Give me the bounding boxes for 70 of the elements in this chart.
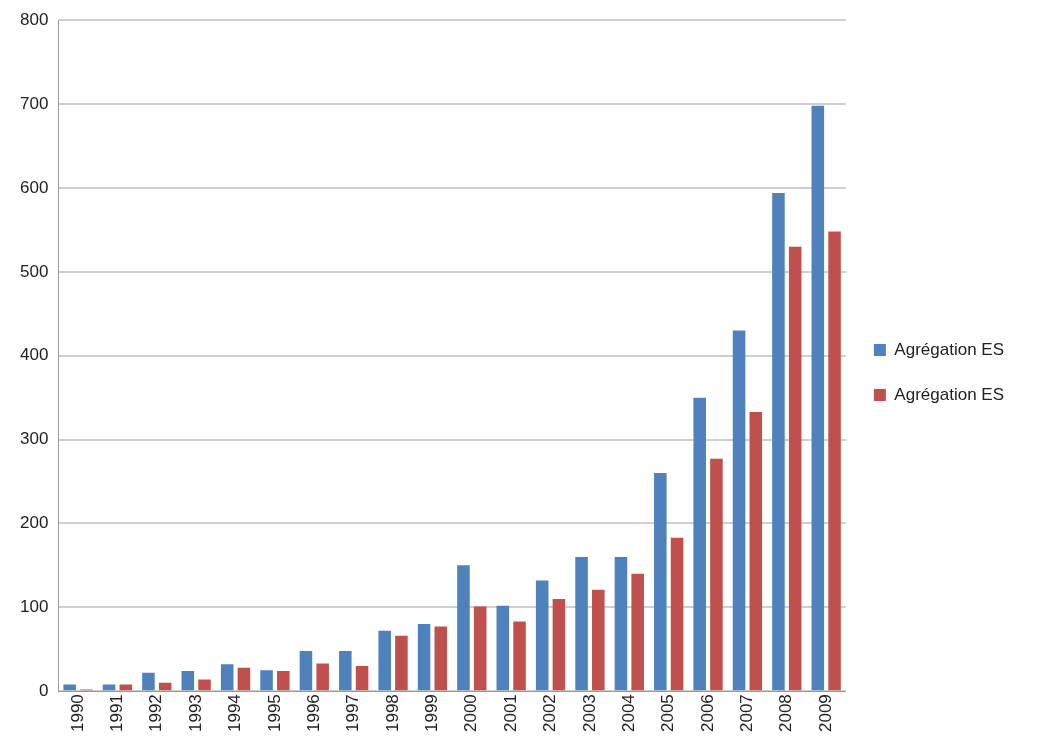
y-tick-label: 100 (19, 597, 49, 616)
bar (181, 671, 195, 691)
bar (513, 621, 526, 691)
bar (749, 411, 763, 691)
bar (473, 606, 487, 691)
bar (434, 626, 448, 691)
bar (142, 672, 155, 691)
x-tick-label: 1993 (185, 694, 205, 733)
bar (260, 670, 273, 691)
bar (811, 105, 825, 691)
bar (220, 664, 234, 691)
bar (378, 630, 391, 691)
bar (592, 589, 605, 691)
x-tick-label: 1996 (303, 694, 323, 733)
bar (535, 580, 549, 691)
bar (339, 650, 352, 691)
bar (828, 231, 841, 691)
x-tick-label: 1995 (264, 694, 284, 733)
x-tick-label: 2001 (500, 694, 520, 733)
y-tick-label: 600 (19, 177, 49, 197)
bar (654, 473, 667, 691)
bar (102, 684, 116, 691)
x-tick-label: 1999 (422, 694, 442, 733)
y-tick-label: 500 (19, 261, 49, 281)
bar (670, 537, 684, 691)
bar (788, 246, 802, 691)
bar (614, 556, 628, 691)
bar (772, 192, 785, 691)
x-tick-label: 1998 (382, 694, 402, 733)
bar (277, 671, 290, 691)
x-tick-label: 2006 (697, 694, 717, 733)
bar (417, 624, 431, 691)
x-tick-label: 1997 (343, 694, 363, 733)
legend-label: Agrégation ES (894, 384, 1005, 404)
bar (395, 635, 408, 691)
x-tick-label: 2009 (815, 694, 835, 733)
bar (158, 682, 172, 691)
y-tick-label: 0 (38, 680, 49, 700)
x-tick-label: 2002 (540, 694, 560, 733)
x-tick-label: 1991 (107, 694, 127, 733)
x-tick-label: 1994 (225, 694, 245, 733)
bar (198, 679, 211, 691)
bar (552, 598, 566, 691)
y-tick-label: 200 (19, 513, 49, 533)
bar (63, 684, 76, 691)
y-tick-label: 400 (19, 345, 49, 365)
x-tick-label: 2000 (461, 694, 481, 733)
y-tick-label: 300 (19, 429, 49, 449)
bar (355, 666, 369, 691)
bar (496, 605, 510, 691)
x-tick-label: 2003 (579, 694, 599, 733)
x-tick-label: 1990 (67, 694, 87, 733)
bar (237, 667, 251, 691)
bar (710, 458, 723, 691)
x-tick-label: 1992 (146, 694, 166, 733)
legend-label: Agrégation ES (894, 339, 1005, 359)
x-tick-label: 2004 (618, 694, 638, 733)
bar (299, 650, 313, 691)
x-tick-label: 2005 (658, 694, 678, 733)
bar (631, 573, 644, 691)
bar (119, 684, 133, 691)
bar (316, 663, 329, 691)
bar (732, 330, 746, 691)
x-tick-label: 2008 (776, 694, 796, 733)
y-tick-label: 800 (19, 9, 49, 29)
bar (575, 556, 588, 691)
bar (693, 397, 706, 691)
x-tick-label: 2007 (737, 694, 757, 733)
bar (457, 565, 470, 691)
y-tick-label: 700 (19, 93, 49, 113)
